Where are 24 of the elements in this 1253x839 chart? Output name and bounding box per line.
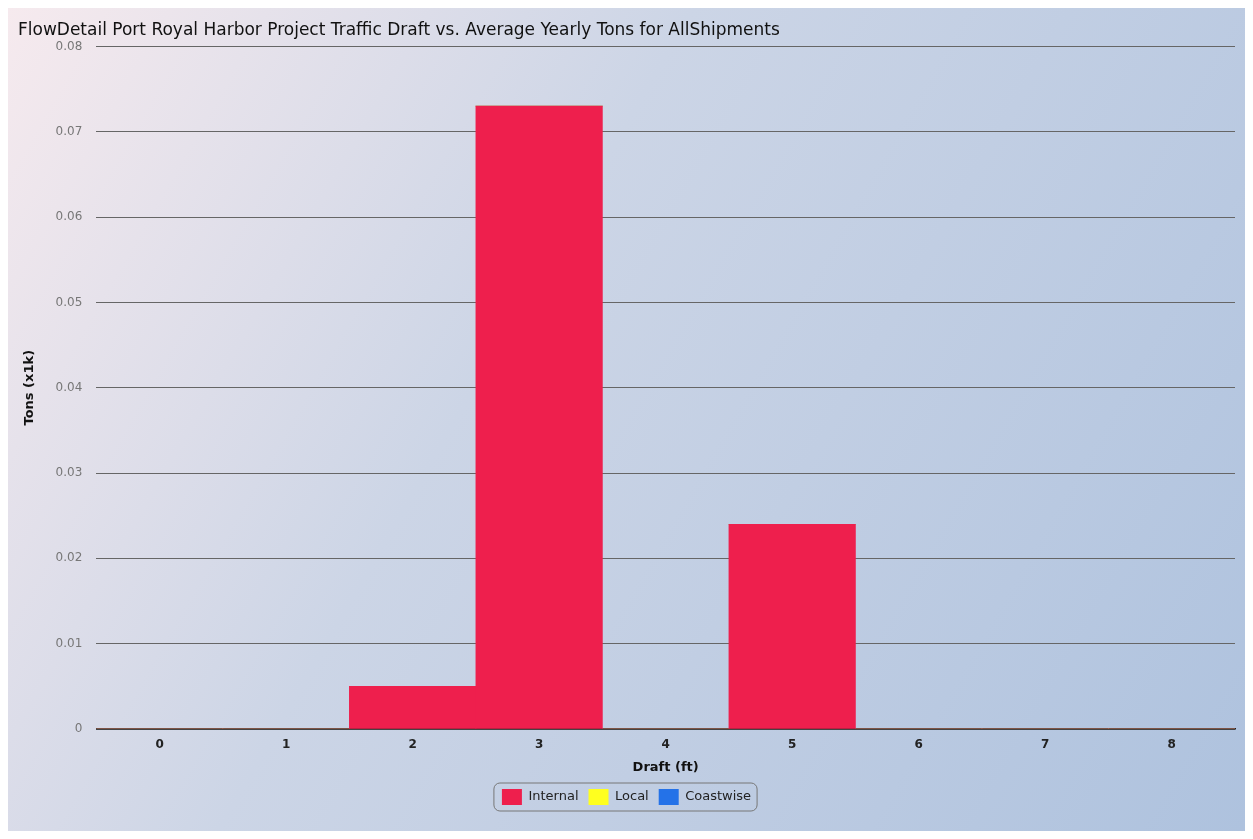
x-tick-label: 8 [1167, 737, 1176, 752]
x-axis-title: Draft (ft) [632, 758, 699, 774]
legend-label: Coastwise [685, 788, 752, 804]
x-tick-label: 3 [534, 737, 544, 752]
legend-label: Internal [528, 788, 579, 804]
x-tick-label: 5 [788, 737, 797, 752]
y-tick-label: 0.07 [55, 123, 83, 138]
y-tick-label: 0.02 [55, 550, 83, 565]
chart-title: FlowDetail Port Royal Harbor Project Traffic Draft vs. Average Yearly Tons for AllShipments [18, 18, 780, 39]
x-tick-label: 7 [1041, 737, 1050, 752]
y-tick-label: 0.04 [55, 379, 83, 394]
x-tick-label: 0 [155, 737, 164, 752]
y-tick-label: 0.05 [55, 294, 83, 309]
legend-label: Local [615, 788, 649, 804]
y-tick-label: 0.03 [55, 465, 83, 480]
y-tick-label: 0.08 [55, 38, 83, 53]
y-tick-label: 0 [74, 721, 83, 736]
y-tick-label: 0.06 [55, 209, 83, 224]
y-axis-title: Tons (x1k) [21, 349, 37, 426]
x-tick-label: 4 [661, 737, 670, 752]
x-tick-label: 6 [914, 737, 923, 752]
x-tick-label: 1 [281, 737, 291, 752]
y-tick-label: 0.01 [55, 635, 83, 650]
x-tick-label: 2 [408, 737, 417, 752]
